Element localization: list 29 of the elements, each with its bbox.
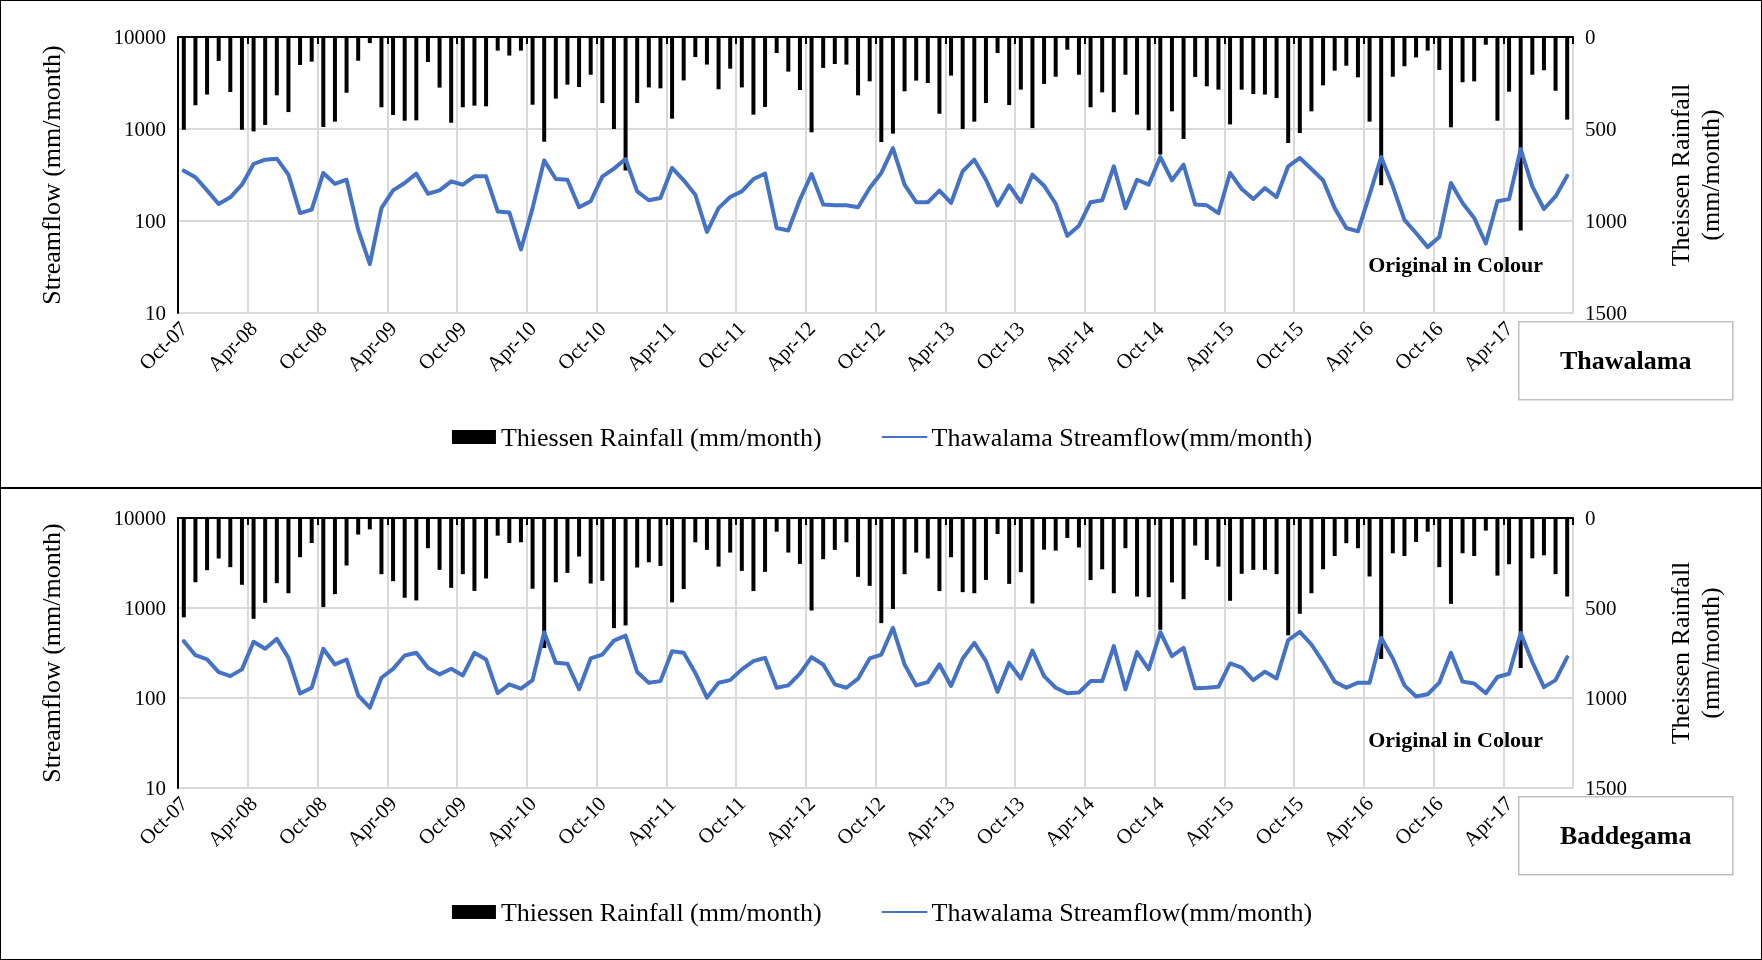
- legend-label: Thiessen Rainfall (mm/month): [500, 897, 822, 927]
- y-tick-label: 10: [145, 776, 166, 800]
- y2-tick-label: 1000: [1585, 686, 1627, 710]
- y-axis-title: Streamflow (mm/month): [36, 45, 66, 305]
- annotation: Original in Colour: [1368, 726, 1544, 752]
- y2-axis-title: Theissen Rainfall (mm/month): [1665, 83, 1725, 267]
- legend-label: Thawalama Streamflow(mm/month): [931, 422, 1313, 452]
- y2-tick-label: 0: [1585, 506, 1596, 530]
- y2-axis-title: Theissen Rainfall (mm/month): [1665, 561, 1725, 745]
- y2-tick-label: 500: [1585, 596, 1617, 620]
- text: Thawalama: [1560, 346, 1692, 376]
- legend-label: Thawalama Streamflow(mm/month): [931, 897, 1313, 927]
- y-tick-label: 10000: [113, 506, 166, 530]
- y-axis-title: Streamflow (mm/month): [36, 523, 66, 783]
- y-tick-label: 1000: [124, 117, 166, 141]
- y2-tick-label: 1500: [1585, 301, 1627, 325]
- y2-tick-label: 500: [1585, 117, 1617, 141]
- legend-label: Thiessen Rainfall (mm/month): [500, 422, 822, 452]
- y-tick-label: 10000: [113, 25, 166, 49]
- text: Baddegama: [1560, 821, 1692, 851]
- line-series: [181, 625, 1570, 710]
- y2-tick-label: 1500: [1585, 776, 1627, 800]
- annotation: Original in Colour: [1368, 251, 1544, 277]
- y-tick-label: 10: [145, 301, 166, 325]
- y-tick-label: 100: [134, 686, 166, 710]
- y-tick-label: 1000: [124, 596, 166, 620]
- y2-tick-label: 0: [1585, 25, 1596, 49]
- y2-tick-label: 1000: [1585, 209, 1627, 233]
- y-tick-label: 100: [134, 209, 166, 233]
